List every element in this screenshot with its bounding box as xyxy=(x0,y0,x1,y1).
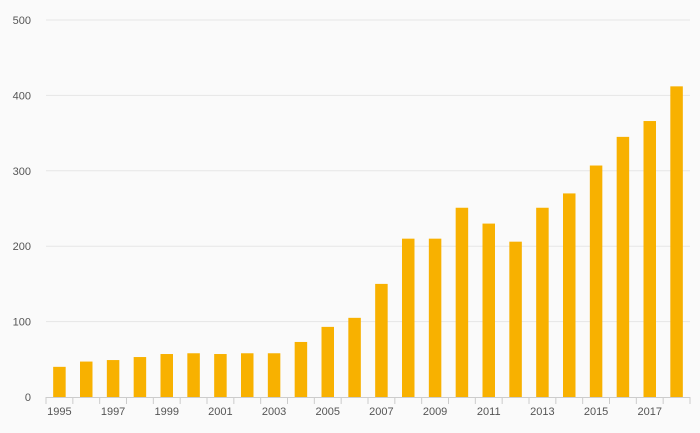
bar-1998 xyxy=(133,357,147,397)
bar-2000 xyxy=(187,353,200,397)
x-tick-label: 1997 xyxy=(101,406,125,418)
bar-2018 xyxy=(670,86,683,398)
y-tick-label: 500 xyxy=(13,15,31,27)
bars xyxy=(53,86,683,398)
x-tick-label: 2005 xyxy=(316,406,340,418)
x-tick-label: 2003 xyxy=(262,406,286,418)
bar-2015 xyxy=(589,165,603,397)
bar-2004 xyxy=(294,341,308,397)
bar-1999 xyxy=(160,354,173,397)
x-axis-tick-labels: 1995 1997 1999 2001 2003 2005 2007 2009 2011 2013… xyxy=(47,406,662,418)
bar-2007 xyxy=(375,283,388,397)
x-tick-label: 2001 xyxy=(208,406,232,418)
bar-1996 xyxy=(80,361,93,397)
bar-2005 xyxy=(321,326,334,397)
bar-2003 xyxy=(267,353,281,397)
x-tick-label: 2015 xyxy=(584,406,608,418)
x-tick-label: 1995 xyxy=(47,406,71,418)
bar-2016 xyxy=(616,136,630,397)
y-tick-label: 400 xyxy=(13,90,31,102)
x-axis xyxy=(45,397,691,404)
bar-2011 xyxy=(482,223,495,397)
bar-2001 xyxy=(214,354,227,397)
y-tick-label: 100 xyxy=(13,317,31,329)
bar-2010 xyxy=(455,207,469,397)
y-tick-label: 0 xyxy=(25,392,31,404)
y-tick-label: 200 xyxy=(13,241,31,253)
x-tick-label: 2011 xyxy=(477,406,501,418)
bar-2009 xyxy=(428,238,442,397)
x-tick-label: 2009 xyxy=(423,406,447,418)
bar-2006 xyxy=(348,317,361,397)
bar-2012 xyxy=(509,241,522,397)
bar-2014 xyxy=(563,193,576,397)
x-tick-label: 1999 xyxy=(155,406,179,418)
y-tick-label: 300 xyxy=(13,166,31,178)
bar-2013 xyxy=(536,207,549,397)
x-tick-label: 2013 xyxy=(530,406,554,418)
x-tick-label: 2017 xyxy=(638,406,662,418)
bar-2008 xyxy=(402,238,415,397)
bar-1995 xyxy=(53,366,66,397)
gridlines xyxy=(46,19,690,323)
bar-2017 xyxy=(643,121,656,397)
bar-2002 xyxy=(241,353,254,397)
y-axis-tick-labels: 0 100 200 300 400 500 xyxy=(13,15,31,404)
x-tick-label: 2007 xyxy=(369,406,393,418)
bar-1997 xyxy=(106,360,120,397)
